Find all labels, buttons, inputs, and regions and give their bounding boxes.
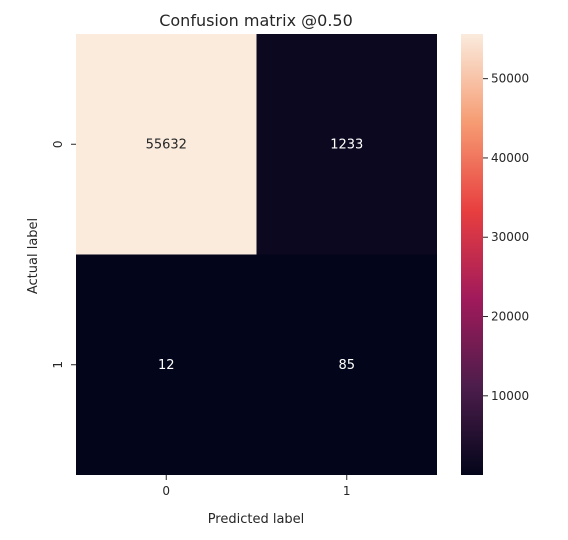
y-axis-ticks: 01 — [51, 140, 76, 369]
heatmap-cell-1-1 — [256, 254, 437, 475]
y-axis-label: Actual label — [26, 218, 41, 294]
colorbar — [461, 34, 483, 475]
heatmap-cell-0-1 — [256, 34, 437, 255]
colorbar-tick-label-2: 30000 — [491, 230, 529, 244]
colorbar-tick-label-0: 10000 — [491, 389, 529, 403]
cell-value-label-0-1: 1233 — [330, 137, 363, 152]
chart-title: Confusion matrix @0.50 — [159, 11, 353, 30]
y-tick-label-1: 1 — [51, 361, 65, 369]
colorbar-tick-label-4: 50000 — [491, 72, 529, 86]
cell-value-label-1-1: 85 — [338, 358, 355, 373]
y-tick-label-0: 0 — [51, 140, 65, 148]
colorbar-ticks: 10000 20000 30000 40000 50000 — [483, 72, 529, 403]
heatmap-cell-1-0 — [76, 254, 257, 475]
cell-value-label-1-0: 12 — [158, 358, 175, 373]
x-axis-label: Predicted label — [208, 512, 305, 527]
x-tick-label-1: 1 — [343, 484, 351, 498]
x-tick-label-0: 0 — [162, 484, 170, 498]
heatmap-cells: 55632 1233 12 85 — [76, 34, 437, 475]
colorbar-tick-label-1: 20000 — [491, 310, 529, 324]
colorbar-tick-label-3: 40000 — [491, 151, 529, 165]
cell-value-label-0-0: 55632 — [146, 137, 187, 152]
heatmap-cell-0-0 — [76, 34, 257, 255]
